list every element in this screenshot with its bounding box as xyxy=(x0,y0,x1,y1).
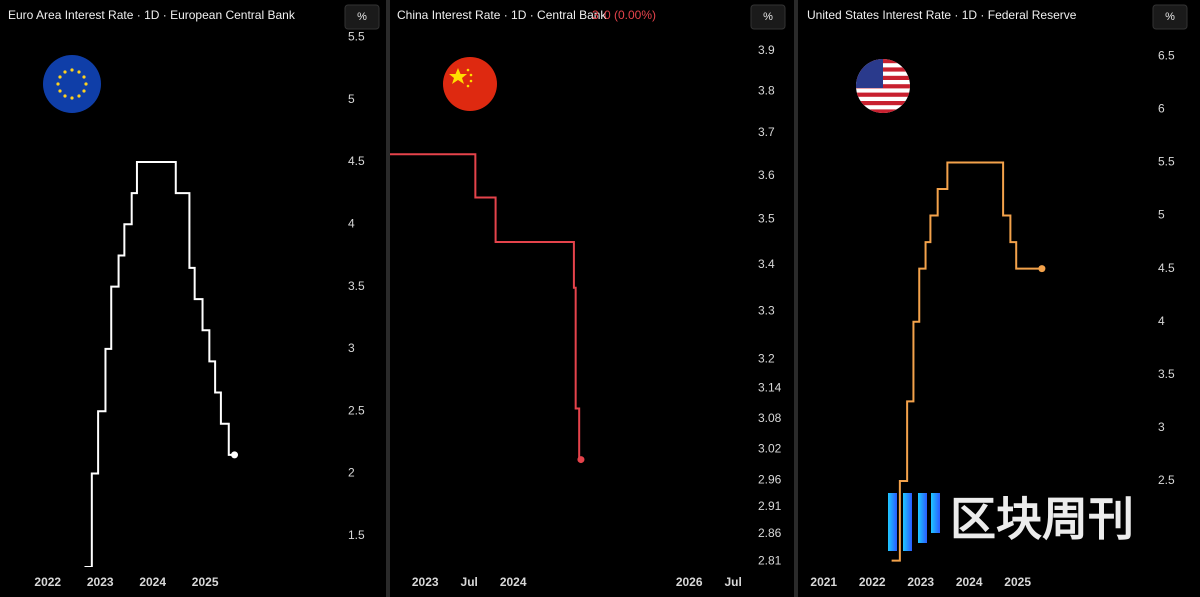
plot-area xyxy=(891,161,1046,562)
y-tick-label: 3.08 xyxy=(758,411,782,425)
rate-line xyxy=(891,161,1042,562)
y-tick-label: 2.81 xyxy=(758,554,782,568)
x-tick-label: 2021 xyxy=(810,575,837,589)
y-tick-label: 4.5 xyxy=(1158,261,1175,275)
x-tick-label: Jul xyxy=(724,575,741,589)
x-tick-label: 2025 xyxy=(192,575,219,589)
divider xyxy=(386,0,390,597)
x-tick-label: 2025 xyxy=(1004,575,1031,589)
y-tick-label: 2.5 xyxy=(348,403,365,417)
y-tick-label: 3.02 xyxy=(758,441,782,455)
unit-label[interactable]: % xyxy=(1165,11,1175,23)
unit-label[interactable]: % xyxy=(357,11,367,23)
y-tick-label: 3.7 xyxy=(758,125,775,139)
y-tick-label: 4.5 xyxy=(348,154,365,168)
y-tick-label: 3.5 xyxy=(1158,367,1175,381)
y-tick-label: 3 xyxy=(1158,420,1165,434)
y-tick-label: 3.4 xyxy=(758,257,775,271)
y-tick-label: 3.8 xyxy=(758,84,775,98)
unit-button[interactable] xyxy=(750,4,786,30)
y-tick-label: 4 xyxy=(348,216,355,230)
y-tick-label: 5 xyxy=(1158,208,1165,222)
x-tick-label: 2023 xyxy=(87,575,114,589)
x-tick-label: 2023 xyxy=(412,575,439,589)
y-tick-label: 5.5 xyxy=(1158,155,1175,169)
y-tick-label: 3.14 xyxy=(758,381,782,395)
y-tick-label: 3 xyxy=(348,341,355,355)
y-tick-label: 3.6 xyxy=(758,168,775,182)
unit-button[interactable] xyxy=(1152,4,1188,30)
chart-title: China Interest Rate · 1D · Central Bank xyxy=(397,8,607,22)
chart-title: United States Interest Rate · 1D · Feder… xyxy=(807,8,1077,22)
y-tick-label: 3.2 xyxy=(758,351,775,365)
eu-flag xyxy=(43,55,101,113)
last-point xyxy=(1038,265,1046,273)
y-tick-label: 3.3 xyxy=(758,303,775,317)
y-tick-label: 2.86 xyxy=(758,526,782,540)
last-point xyxy=(231,451,239,459)
x-tick-label: 2026 xyxy=(676,575,703,589)
y-tick-label: 2 xyxy=(348,466,355,480)
y-tick-label: 1.5 xyxy=(348,528,365,542)
unit-label[interactable]: % xyxy=(763,11,773,23)
y-tick-label: 5.5 xyxy=(348,30,365,44)
last-value: 3 xyxy=(592,8,599,22)
y-tick-label: 3.9 xyxy=(758,43,775,57)
y-tick-label: 4 xyxy=(1158,314,1165,328)
x-tick-label: Jul xyxy=(461,575,478,589)
y-tick-label: 3.5 xyxy=(348,279,365,293)
x-tick-label: 2022 xyxy=(34,575,61,589)
x-tick-label: 2024 xyxy=(500,575,527,589)
x-tick-label: 2022 xyxy=(859,575,886,589)
rate-line xyxy=(390,153,581,461)
watermark: 区块周刊 xyxy=(950,493,1134,545)
y-tick-label: 6 xyxy=(1158,102,1165,116)
y-tick-label: 5 xyxy=(348,92,355,106)
last-point xyxy=(577,456,585,464)
x-tick-label: 2023 xyxy=(907,575,934,589)
divider xyxy=(794,0,798,597)
watermark-logo xyxy=(888,493,940,551)
y-tick-label: 3.5 xyxy=(758,212,775,226)
x-tick-label: 2024 xyxy=(139,575,166,589)
y-tick-label: 2.91 xyxy=(758,499,782,513)
chart-title: Euro Area Interest Rate · 1D · European … xyxy=(8,8,296,22)
us-flag xyxy=(856,59,910,113)
x-tick-label: 2024 xyxy=(956,575,983,589)
unit-button[interactable] xyxy=(344,4,380,30)
plot-area xyxy=(390,153,585,464)
y-tick-label: 2.5 xyxy=(1158,473,1175,487)
rate-line xyxy=(84,161,235,567)
y-tick-label: 6.5 xyxy=(1158,48,1175,62)
change-label: 0 (0.00%) xyxy=(604,8,656,22)
china-flag xyxy=(443,57,497,111)
y-tick-label: 2.96 xyxy=(758,473,782,487)
plot-area xyxy=(84,161,239,567)
